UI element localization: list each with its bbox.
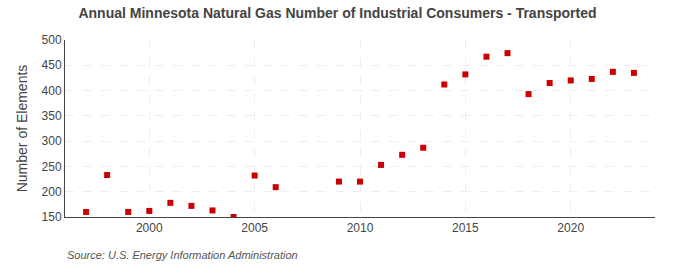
svg-text:250: 250 [42, 160, 62, 174]
svg-text:2015: 2015 [452, 221, 479, 235]
svg-text:200: 200 [42, 185, 62, 199]
svg-text:400: 400 [42, 84, 62, 98]
svg-text:2020: 2020 [557, 221, 584, 235]
svg-text:Source: U.S. Energy Informatio: Source: U.S. Energy Information Administ… [67, 249, 298, 261]
svg-text:500: 500 [42, 33, 62, 47]
svg-text:350: 350 [42, 109, 62, 123]
svg-text:2010: 2010 [347, 221, 374, 235]
svg-text:2005: 2005 [241, 221, 268, 235]
svg-text:2000: 2000 [136, 221, 163, 235]
svg-text:150: 150 [42, 210, 62, 224]
svg-text:450: 450 [42, 58, 62, 72]
svg-text:Number of Elements: Number of Elements [14, 65, 30, 193]
svg-text:Annual Minnesota Natural Gas N: Annual Minnesota Natural Gas Number of I… [78, 5, 596, 21]
svg-text:300: 300 [42, 134, 62, 148]
